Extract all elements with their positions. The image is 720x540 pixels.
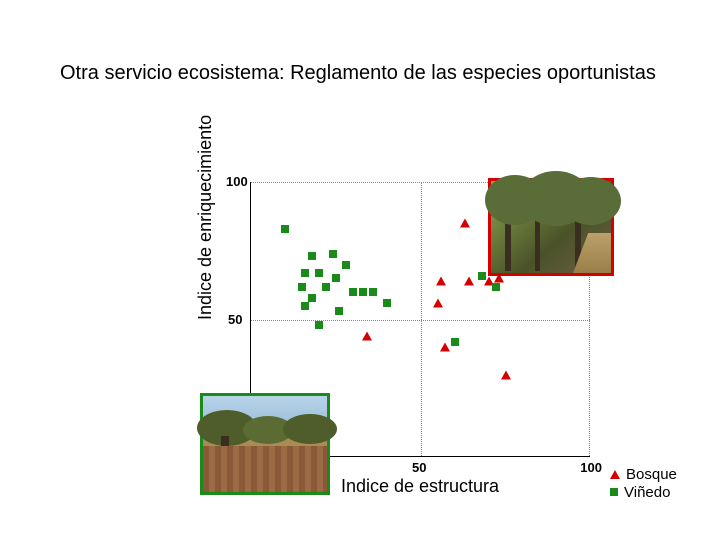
vinedo-point [451, 338, 459, 346]
vinedo-point [369, 288, 377, 296]
grid-hline-50 [251, 320, 590, 321]
vinedo-point [329, 250, 337, 258]
legend-label-bosque: Bosque [626, 466, 677, 483]
vineyard-photo [200, 393, 330, 495]
vinedo-point [298, 283, 306, 291]
vinedo-point [315, 321, 323, 329]
legend-row-bosque: Bosque [610, 465, 677, 483]
vinedo-point [322, 283, 330, 291]
page-title: Otra servicio ecosistema: Reglamento de … [60, 62, 656, 85]
legend-label-vinedo: Viñedo [624, 484, 670, 501]
vinedo-point [315, 269, 323, 277]
vinedo-point [492, 283, 500, 291]
triangle-icon [610, 470, 620, 479]
ytick-100: 100 [226, 174, 248, 189]
vinedo-point [332, 274, 340, 282]
square-icon [610, 488, 618, 496]
vinedo-point [342, 261, 350, 269]
legend: Bosque Viñedo [610, 465, 677, 501]
vinedo-point [359, 288, 367, 296]
vinedo-point [301, 302, 309, 310]
bosque-point [436, 277, 446, 286]
vinedo-point [281, 225, 289, 233]
forest-photo [488, 178, 614, 276]
vinedo-point [349, 288, 357, 296]
legend-row-vinedo: Viñedo [610, 483, 677, 501]
vinedo-point [308, 252, 316, 260]
xtick-100: 100 [580, 460, 602, 475]
bosque-point [464, 277, 474, 286]
bosque-point [501, 370, 511, 379]
vinedo-point [308, 294, 316, 302]
ytick-50: 50 [228, 312, 242, 327]
bosque-point [433, 299, 443, 308]
bosque-point [440, 343, 450, 352]
vinedo-point [478, 272, 486, 280]
xtick-50: 50 [412, 460, 426, 475]
bosque-point [460, 219, 470, 228]
bosque-point [362, 332, 372, 341]
vinedo-point [301, 269, 309, 277]
y-axis-label: Indice de enriquecimiento [195, 115, 216, 320]
vinedo-point [383, 299, 391, 307]
vinedo-point [335, 307, 343, 315]
